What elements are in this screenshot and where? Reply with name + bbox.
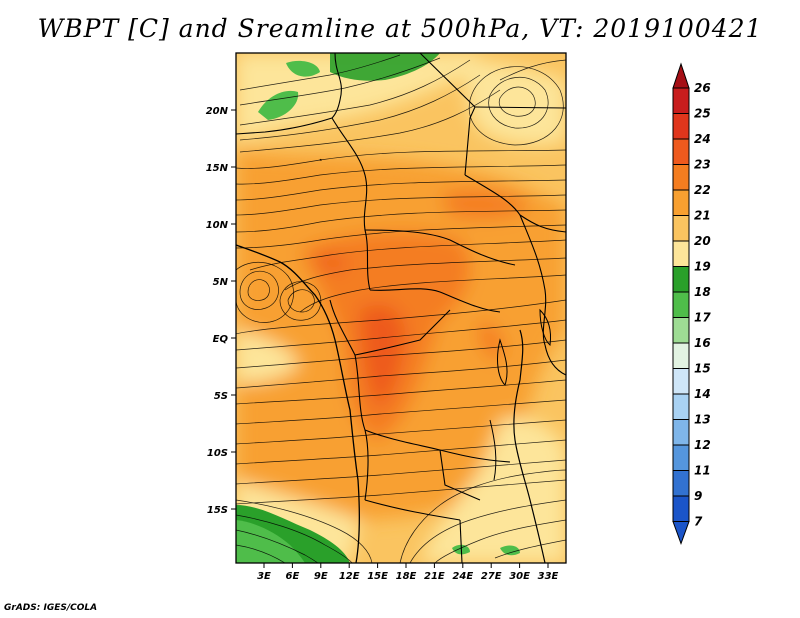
map-frame (235, 52, 567, 564)
lon-tick-label: 15E (367, 571, 388, 582)
colorbar-segment (672, 87, 690, 114)
colorbar-segment (672, 342, 690, 369)
colorbar-segment (672, 138, 690, 165)
cool-wbpt-areas (236, 53, 520, 563)
colorbar-label: 9 (694, 489, 702, 503)
colorbar-label: 23 (694, 158, 711, 172)
colorbar-label: 26 (694, 81, 711, 95)
colorbar-segment (672, 113, 690, 140)
colorbar-segment (672, 444, 690, 471)
lon-tick-label: 3E (257, 571, 271, 582)
map-panel (236, 53, 566, 563)
lon-tick-label: 21E (424, 571, 445, 582)
colorbar-segment (672, 317, 690, 344)
colorbar-segment (672, 393, 690, 420)
colorbar-label: 21 (694, 209, 711, 223)
colorbar-segment (672, 291, 690, 318)
colorbar-label: 20 (694, 234, 711, 248)
colorbar-segment (672, 215, 690, 242)
lat-axis: 20N 15N 10N 5N EQ 5S 10S 15S (206, 106, 236, 516)
lon-tick-label: 12E (339, 571, 360, 582)
colorbar-label: 24 (694, 132, 711, 146)
lat-tick-label: 10S (207, 448, 228, 459)
colorbar-label: 13 (694, 413, 711, 427)
colorbar-label: 17 (694, 311, 711, 325)
lon-tick-label: 6E (286, 571, 300, 582)
lon-tick-label: 30E (509, 571, 530, 582)
boundaries (236, 53, 566, 563)
lon-tick-label: 24E (452, 571, 473, 582)
lat-tick-label: 5S (214, 391, 228, 402)
lon-tick-label: 18E (396, 571, 417, 582)
lon-axis: 3E 6E 9E 12E 15E 18E 21E 24E 27E 30E 33E (257, 563, 559, 582)
colorbar-label: 11 (694, 464, 711, 478)
lon-tick-label: 33E (538, 571, 559, 582)
colorbar: 26 25 24 23 22 21 20 19 18 17 16 15 14 13 12 11 9 7 (672, 62, 711, 545)
colorbar-label: 19 (694, 260, 711, 274)
lat-tick-label: 5N (213, 277, 229, 288)
lat-tick-label: 10N (206, 220, 229, 231)
lon-tick-label: 9E (314, 571, 328, 582)
colorbar-label: 15 (694, 362, 711, 376)
colorbar-label: 12 (694, 438, 711, 452)
colorbar-segment (672, 189, 690, 216)
colorbar-segment (672, 368, 690, 395)
colorbar-label: 7 (694, 515, 703, 529)
colorbar-segment (672, 164, 690, 191)
map-title: WBPT [C] and Sreamline at 500hPa, VT: 20… (37, 14, 763, 43)
colorbar-segment (672, 240, 690, 267)
lat-tick-label: 15S (207, 505, 228, 516)
colorbar-label: 16 (694, 336, 711, 350)
colorbar-top-arrow (672, 62, 690, 89)
colorbar-segment (672, 266, 690, 293)
colorbar-label: 18 (694, 285, 711, 299)
colorbar-label: 14 (694, 387, 711, 401)
colorbar-label: 25 (694, 107, 711, 121)
credit-text: GrADS: IGES/COLA (4, 603, 98, 613)
lat-tick-label: 20N (206, 106, 229, 117)
colorbar-segment (672, 419, 690, 446)
lat-tick-label: EQ (213, 334, 229, 345)
colorbar-segment (672, 495, 690, 522)
lon-tick-label: 27E (481, 571, 502, 582)
colorbar-segment (672, 470, 690, 497)
colorbar-bottom-arrow (672, 521, 690, 545)
lat-tick-label: 15N (206, 163, 229, 174)
colorbar-label: 22 (694, 183, 711, 197)
